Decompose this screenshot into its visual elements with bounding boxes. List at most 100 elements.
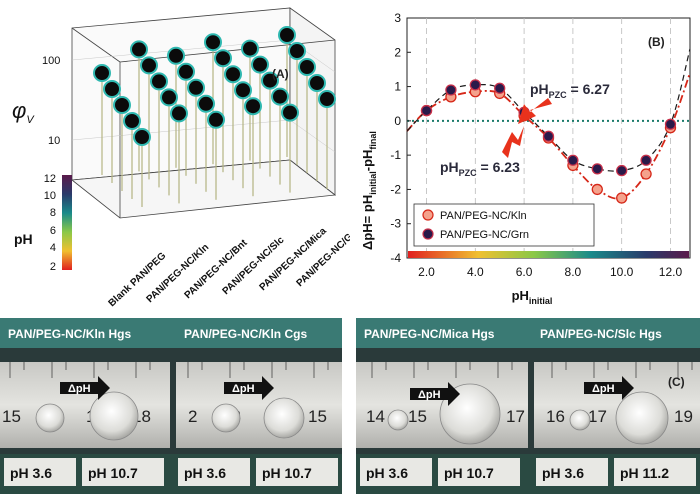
hydrogel-disc-small <box>35 403 65 433</box>
x-tick-label: 12.0 <box>659 265 683 279</box>
bubble-point <box>244 97 262 116</box>
legend-label-kln: PAN/PEG-NC/Kln <box>440 210 527 222</box>
hydrogel-disc-large <box>89 391 139 441</box>
ruler-number: 15 <box>308 407 327 426</box>
ph-tick: 12 <box>44 173 56 185</box>
ph-tag: pH 3.6 <box>184 465 226 481</box>
y-tick-label: 1 <box>394 80 401 94</box>
bubble-point <box>251 55 269 74</box>
data-point <box>445 84 457 96</box>
ph-tag: pH 3.6 <box>542 465 584 481</box>
photo-title: PAN/PEG-NC/Slc Hgs <box>540 327 662 341</box>
ph-tags: pH 3.6 pH 10.7 pH 3.6 pH 11.2 <box>360 458 696 486</box>
material-label: Blank PAN/PEG <box>107 250 169 309</box>
legend-marker-kln <box>422 209 434 221</box>
y-tick-label: 3 <box>394 11 401 25</box>
bubble-point <box>113 96 131 114</box>
bubble-point <box>170 104 188 123</box>
bubble-point <box>204 33 222 52</box>
bubble-point <box>187 78 205 97</box>
bubble-point <box>207 110 225 129</box>
ruler-number: 19 <box>674 407 693 426</box>
bubble-point <box>123 112 141 130</box>
ph-tag: pH 3.6 <box>366 465 408 481</box>
panel-c-photos: PAN/PEG-NC/Kln Hgs PAN/PEG-NC/Kln Cgs 15… <box>0 318 700 494</box>
data-points <box>420 79 677 204</box>
x-tick-label: 4.0 <box>467 265 484 279</box>
ph-tick: 8 <box>50 207 56 219</box>
legend-box <box>413 203 595 247</box>
hydrogel-disc-large <box>263 397 305 439</box>
legend-marker-grn <box>422 228 434 240</box>
ph-tag: pH 3.6 <box>10 465 52 481</box>
bubble-point <box>224 65 242 84</box>
hydrogel-disc-small <box>569 409 591 431</box>
y-tick-label: -1 <box>390 148 401 162</box>
svg-text:ΔpH: ΔpH <box>418 389 441 401</box>
ph-tick: 6 <box>50 225 56 237</box>
pzc-annotation-2: pHPZC = 6.23 <box>440 159 520 178</box>
ruler-number: 17 <box>588 407 607 426</box>
y-tick-label: -3 <box>390 217 401 231</box>
data-point <box>664 118 677 130</box>
data-point <box>469 79 481 91</box>
ph-tag: pH 10.7 <box>88 465 138 481</box>
bubble-point <box>150 72 168 91</box>
ph-tags: pH 3.6 pH 10.7 pH 3.6 pH 10.7 <box>4 458 338 486</box>
panel-a-label: (A) <box>272 67 289 81</box>
photo-title: PAN/PEG-NC/Kln Hgs <box>8 327 131 341</box>
photo-title: PAN/PEG-NC/Kln Cgs <box>184 327 307 341</box>
bubble-point <box>167 46 185 65</box>
photo-group-right: PAN/PEG-NC/Mica Hgs PAN/PEG-NC/Slc Hgs 1… <box>356 318 700 494</box>
ph-tag: pH 10.7 <box>262 465 312 481</box>
data-point <box>494 82 506 94</box>
ph-tag: pH 10.7 <box>444 465 494 481</box>
svg-text:ΔpH: ΔpH <box>592 383 615 395</box>
hydrogel-disc-large <box>615 391 669 445</box>
bubble-point <box>197 94 215 113</box>
bubble-point <box>278 26 296 44</box>
data-point <box>420 104 433 117</box>
red-arrow-1 <box>518 98 552 124</box>
y-axis-label: ΔpH= pHinitial-pHfinal <box>360 131 378 250</box>
x-tick-label: 10.0 <box>610 265 634 279</box>
red-arrow-2 <box>502 126 524 158</box>
bubble-point <box>140 56 158 75</box>
data-point <box>616 192 628 204</box>
bubble-point <box>130 40 148 59</box>
x-tick-label: 6.0 <box>516 265 533 279</box>
bubble-point <box>214 49 232 68</box>
delta-ph-arrow: ΔpH <box>584 376 634 400</box>
bubble-point <box>177 62 195 81</box>
ph-color-strip <box>408 251 689 258</box>
data-point <box>567 154 579 166</box>
bubble-point <box>298 58 316 76</box>
svg-text:ΔpH: ΔpH <box>68 383 91 395</box>
panel-b-label: (B) <box>648 35 665 49</box>
ruler-ticks <box>9 362 329 378</box>
x-tick-label: 8.0 <box>565 265 582 279</box>
data-point <box>542 130 555 142</box>
legend-label-grn: PAN/PEG-NC/Grn <box>440 229 529 241</box>
hydrogel-disc-small <box>211 403 241 433</box>
bubble-point <box>261 71 279 90</box>
data-point <box>616 164 628 177</box>
bubble-point <box>103 80 121 98</box>
photo-group-left: PAN/PEG-NC/Kln Hgs PAN/PEG-NC/Kln Cgs 15… <box>0 318 342 494</box>
svg-text:ΔpH: ΔpH <box>232 383 255 395</box>
y-tick-label: 2 <box>394 45 401 59</box>
delta-ph-arrow: ΔpH <box>224 376 274 400</box>
bubble-point <box>160 88 178 107</box>
bubble-point <box>234 81 252 100</box>
bubble-point <box>308 74 326 92</box>
ruler <box>534 362 700 448</box>
panel-a-ztick-100: 100 <box>42 55 60 67</box>
ph-tick: 10 <box>44 190 56 202</box>
bubble-point <box>288 42 306 60</box>
x-ticks: 2.0 4.0 6.0 8.0 10.0 12.0 <box>418 265 682 279</box>
y-tick-label: -4 <box>390 251 401 265</box>
material-label: PAN/PEG-NC/Slc <box>221 234 287 297</box>
panel-a-3d-chart: (A) φV 100 10 12 10 8 6 4 2 pH Blank PAN… <box>12 7 350 309</box>
y-ticks: 3 2 1 0 -1 -2 -3 -4 <box>390 11 411 265</box>
panel-a-points <box>93 26 336 146</box>
